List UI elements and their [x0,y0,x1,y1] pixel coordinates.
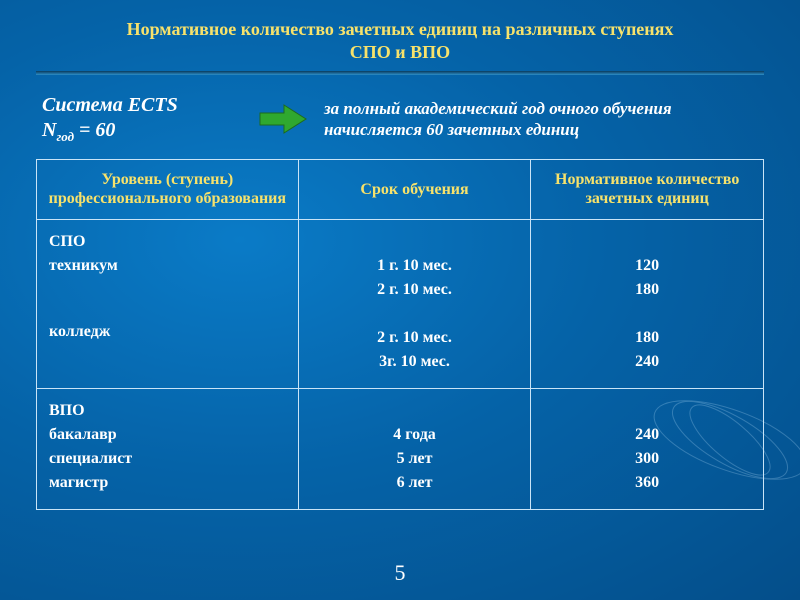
intro-sub: год [56,129,74,144]
header-level: Уровень (ступень) профессионального обра… [37,160,299,219]
cell-credits: 120180 180240 [531,219,764,388]
cell-level: СПОтехникум колледж [37,219,299,388]
title-line-1: Нормативное количество зачетных единиц н… [127,19,674,39]
page-number: 5 [395,560,406,586]
header-credits: Нормативное количество зачетных единиц [531,160,764,219]
title-divider [36,71,764,75]
slide-title: Нормативное количество зачетных единиц н… [36,18,764,63]
cell-level: ВПОбакалаврспециалистмагистр [37,388,299,509]
header-duration: Срок обучения [298,160,531,219]
intro-left-line2: Nгод = 60 [42,118,242,145]
intro-right: за полный академический год очного обуче… [324,98,758,141]
intro-eq: = 60 [74,119,115,141]
cell-duration: 1 г. 10 мес.2 г. 10 мес. 2 г. 10 мес.3г.… [298,219,531,388]
intro-row: Система ECTS Nгод = 60 за полный академи… [36,93,764,145]
credits-table: Уровень (ступень) профессионального обра… [36,159,764,509]
intro-n: N [42,119,56,141]
cell-duration: 4 года5 лет6 лет [298,388,531,509]
title-line-2: СПО и ВПО [350,42,450,62]
intro-left-line1: Система ECTS [42,93,242,118]
table-header-row: Уровень (ступень) профессионального обра… [37,160,764,219]
table-row: ВПОбакалаврспециалистмагистр 4 года5 лет… [37,388,764,509]
arrow-icon [258,103,308,135]
table-row: СПОтехникум колледж 1 г. 10 мес.2 г. 10 … [37,219,764,388]
intro-left: Система ECTS Nгод = 60 [42,93,242,145]
cell-credits: 240300360 [531,388,764,509]
